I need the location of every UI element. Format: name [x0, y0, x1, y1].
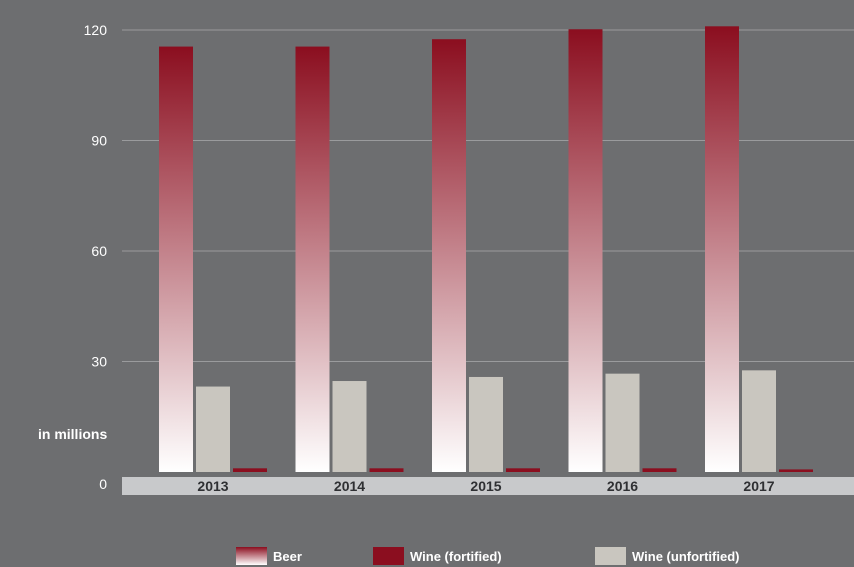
bar-beer-2013 — [159, 46, 193, 472]
y-tick-label-60: 60 — [91, 243, 107, 259]
legend-swatch-beer — [236, 547, 267, 565]
x-axis-band-rect — [122, 477, 854, 495]
bar-wine-unfortified-2016 — [605, 373, 640, 472]
y-tick-label-90: 90 — [91, 133, 107, 149]
bar-wine-fortified-2014 — [369, 468, 404, 472]
legend-swatch-wine-unfortified — [595, 547, 626, 565]
bar-beer-2017 — [705, 26, 739, 473]
x-tick-label-2013: 2013 — [197, 478, 228, 494]
y-tick-label-0: 0 — [99, 476, 107, 492]
x-tick-label-2017: 2017 — [743, 478, 774, 494]
bar-wine-unfortified-2013 — [196, 386, 230, 472]
legend-label-wine-fortified: Wine (fortified) — [410, 548, 502, 564]
legend-swatch-wine-fortified — [373, 547, 404, 565]
legend-item-wine-fortified: Wine (fortified) — [373, 547, 502, 565]
bar-wine-fortified-2017 — [779, 469, 813, 472]
bar-wine-fortified-2015 — [506, 468, 540, 472]
bar-wine-unfortified-2015 — [469, 376, 503, 472]
bar-beer-2014 — [295, 46, 330, 472]
y-tick-label-120: 120 — [84, 22, 108, 38]
x-tick-label-2016: 2016 — [607, 478, 638, 494]
bar-wine-unfortified-2014 — [332, 381, 367, 472]
y-axis-label: in millions — [38, 426, 107, 442]
axis-labels: 0 30 60 90 120 2013 2014 2015 2016 2017 — [84, 22, 775, 494]
x-axis-band — [122, 477, 854, 495]
bar-wine-fortified-2013 — [233, 468, 267, 472]
bar-beer-2016 — [568, 29, 603, 472]
x-tick-label-2014: 2014 — [334, 478, 365, 494]
x-tick-label-2015: 2015 — [470, 478, 501, 494]
legend: Beer Wine (fortified) Wine (unfortified) — [236, 547, 836, 567]
bar-wine-unfortified-2017 — [742, 370, 776, 472]
y-tick-label-30: 30 — [91, 354, 107, 370]
bars — [159, 26, 813, 473]
gridlines — [122, 29, 854, 362]
bar-wine-fortified-2016 — [642, 468, 677, 472]
legend-label-wine-unfortified: Wine (unfortified) — [632, 548, 740, 564]
bar-beer-2015 — [432, 39, 466, 472]
legend-item-beer: Beer — [236, 547, 302, 565]
legend-item-wine-unfortified: Wine (unfortified) — [595, 547, 739, 565]
legend-label-beer: Beer — [273, 548, 302, 564]
